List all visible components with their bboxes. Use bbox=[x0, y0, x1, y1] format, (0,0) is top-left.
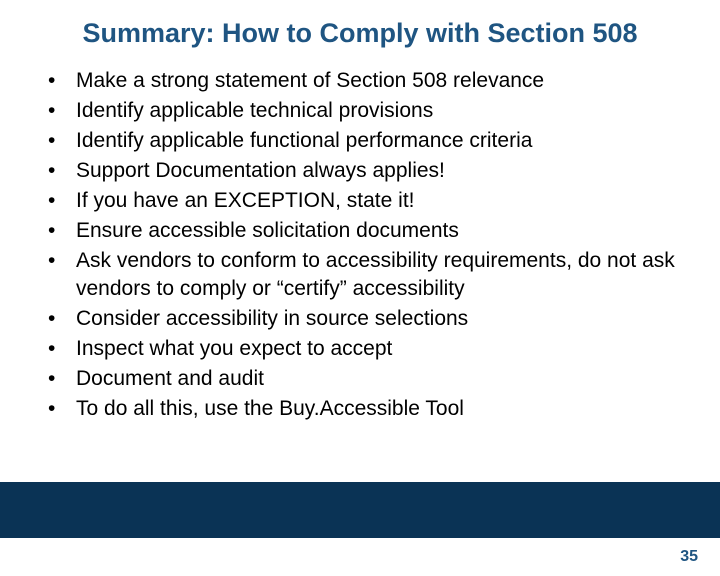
footer-dark-band bbox=[0, 482, 720, 538]
list-item: To do all this, use the Buy.Accessible T… bbox=[40, 395, 680, 423]
slide: Summary: How to Comply with Section 508 … bbox=[0, 0, 720, 576]
slide-body: Make a strong statement of Section 508 r… bbox=[0, 49, 720, 423]
list-item: Consider accessibility in source selecti… bbox=[40, 305, 680, 333]
list-item: Inspect what you expect to accept bbox=[40, 335, 680, 363]
slide-title: Summary: How to Comply with Section 508 bbox=[0, 0, 720, 49]
list-item: Document and audit bbox=[40, 365, 680, 393]
bullet-text: Inspect what you expect to accept bbox=[76, 337, 392, 360]
bullet-list: Make a strong statement of Section 508 r… bbox=[40, 67, 680, 423]
bullet-text: To do all this, use the Buy.Accessible T… bbox=[76, 397, 464, 420]
bullet-text: Document and audit bbox=[76, 367, 264, 390]
list-item: Identify applicable functional performan… bbox=[40, 127, 680, 155]
list-item: Support Documentation always applies! bbox=[40, 157, 680, 185]
list-item: Make a strong statement of Section 508 r… bbox=[40, 67, 680, 95]
footer: 35 bbox=[0, 482, 720, 576]
footer-light-band: 35 bbox=[0, 538, 720, 576]
list-item: Ensure accessible solicitation documents bbox=[40, 217, 680, 245]
bullet-text: Ensure accessible solicitation documents bbox=[76, 219, 459, 242]
bullet-text: If you have an EXCEPTION, state it! bbox=[76, 189, 414, 212]
bullet-text: Support Documentation always applies! bbox=[76, 159, 445, 182]
list-item: If you have an EXCEPTION, state it! bbox=[40, 187, 680, 215]
bullet-text: Ask vendors to conform to accessibility … bbox=[76, 249, 675, 300]
bullet-text: Identify applicable technical provisions bbox=[76, 99, 433, 122]
page-number: 35 bbox=[680, 548, 698, 566]
list-item: Identify applicable technical provisions bbox=[40, 97, 680, 125]
bullet-text: Identify applicable functional performan… bbox=[76, 129, 532, 152]
list-item: Ask vendors to conform to accessibility … bbox=[40, 247, 680, 303]
bullet-text: Make a strong statement of Section 508 r… bbox=[76, 69, 544, 92]
bullet-text: Consider accessibility in source selecti… bbox=[76, 307, 468, 330]
